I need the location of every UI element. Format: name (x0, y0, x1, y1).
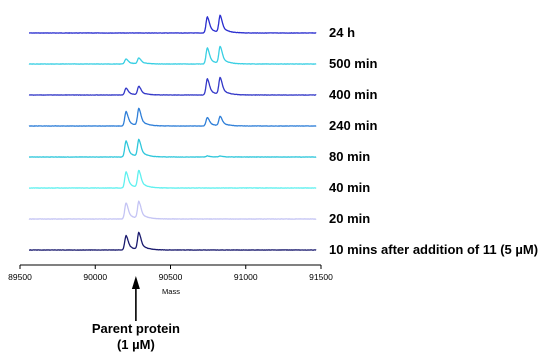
series-label-2: 400 min (329, 87, 377, 102)
x-tick-label-2: 90500 (159, 272, 183, 282)
x-tick-label-0: 89500 (8, 272, 32, 282)
x-ticks-group: 89500 90000 90500 91000 91500 (8, 265, 333, 282)
trace-series-6 (28, 200, 317, 220)
series-label-3: 240 min (329, 118, 377, 133)
traces-group (28, 14, 317, 251)
series-label-0: 24 h (329, 25, 355, 40)
series-label-5: 40 min (329, 180, 370, 195)
series-label-7: 10 mins after addition of 11 (5 µM) (329, 242, 538, 257)
annotation-arrowhead (131, 276, 140, 289)
x-tick-label-3: 91000 (234, 272, 258, 282)
trace-series-7 (28, 231, 317, 251)
trace-series-1 (28, 45, 317, 65)
annotation-label-line1: Parent protein (92, 321, 180, 336)
series-label-1: 500 min (329, 56, 377, 71)
trace-series-3 (28, 107, 317, 127)
annotation-label-line2: (1 µM) (117, 337, 155, 352)
trace-series-0 (28, 14, 317, 34)
series-label-4: 80 min (329, 149, 370, 164)
x-tick-label-1: 90000 (83, 272, 107, 282)
series-labels-group: 24 h 500 min 400 min 240 min 80 min 40 min 20 … (329, 25, 538, 257)
parent-protein-annotation: Parent protein (1 µM) (92, 276, 180, 352)
series-label-6: 20 min (329, 211, 370, 226)
trace-series-4 (28, 138, 317, 158)
x-tick-label-4: 91500 (309, 272, 333, 282)
trace-series-5 (28, 169, 317, 189)
x-axis-title: Mass (162, 287, 180, 296)
trace-series-2 (28, 76, 317, 96)
